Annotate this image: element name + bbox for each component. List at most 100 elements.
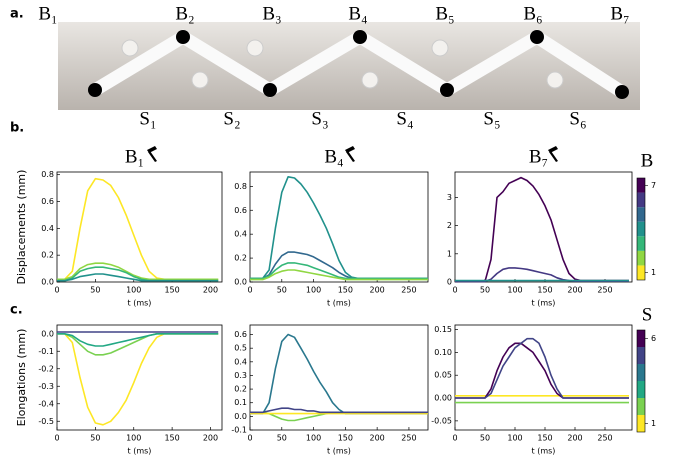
data-line: [250, 251, 428, 280]
y-tick-label: 0.8: [234, 182, 247, 191]
x-tick-label: 150: [537, 286, 552, 295]
y-tick-label: 0: [447, 278, 452, 287]
y-tick-label: 0.0: [234, 412, 247, 421]
bar-label: B₄: [348, 3, 367, 24]
x-tick-label: 50: [480, 434, 490, 443]
y-tick-label: 0.0: [234, 278, 247, 287]
data-line: [250, 407, 428, 414]
colorbar-tick-label: 1: [651, 419, 656, 428]
y-tick-label: 3: [447, 193, 452, 202]
y-tick-label: -0.2: [38, 364, 54, 373]
y-tick-label: 0.0: [41, 278, 54, 287]
plot-frame: [249, 324, 429, 431]
x-tick-label: 250: [597, 286, 612, 295]
data-line: [250, 333, 428, 415]
data-line: [455, 337, 629, 399]
x-tick-label: 200: [370, 434, 385, 443]
panel-label: b.: [10, 121, 24, 136]
y-tick-label: 0.2: [41, 251, 54, 260]
colorbar-segment: [637, 381, 645, 398]
y-tick-label: -0.05: [431, 416, 452, 425]
colorbar-frame: [636, 177, 646, 281]
x-tick-label: 0: [247, 286, 252, 295]
x-tick-label: 0: [54, 286, 59, 295]
colorbar-segment: [637, 178, 645, 193]
plot-frame: [249, 171, 429, 283]
plot-frame: [56, 171, 223, 283]
bar-label: B₅: [435, 3, 454, 24]
x-tick-label: 50: [277, 286, 287, 295]
colorbar-segment: [637, 330, 645, 347]
plot-frame: [454, 324, 633, 431]
chart-title: B₄: [324, 146, 343, 167]
data-line: [57, 332, 219, 347]
x-tick-label: 200: [370, 286, 385, 295]
colorbar-segment: [637, 250, 645, 266]
photo: [58, 22, 640, 110]
y-axis-label: Elongations (mm): [15, 329, 28, 427]
data-line: [57, 262, 219, 281]
x-tick-label: 50: [480, 286, 490, 295]
hammers: [147, 146, 558, 162]
y-tick-label: 0.5: [234, 344, 247, 353]
x-axis-label: t (ms): [327, 447, 351, 456]
x-tick-label: 150: [338, 434, 353, 443]
x-tick-label: 100: [507, 434, 522, 443]
y-tick-label: 0.15: [434, 325, 452, 334]
y-tick-label: 0.4: [234, 357, 247, 366]
spring-label: S₄: [396, 108, 413, 129]
bar-label: B₃: [262, 3, 281, 24]
bar-label: B₁: [38, 3, 57, 24]
data-line: [250, 269, 428, 281]
x-tick-label: 250: [401, 286, 416, 295]
x-tick-label: 250: [401, 434, 416, 443]
colorbar-segment: [637, 347, 645, 364]
y-tick-label: 0.6: [234, 206, 247, 215]
y-axis-label: Displacements (mm): [15, 170, 28, 285]
x-tick-label: 100: [126, 286, 141, 295]
y-tick-label: 0.4: [234, 230, 247, 239]
y-tick-label: 0.3: [234, 371, 247, 380]
plot-frame: [56, 324, 223, 431]
x-tick-label: 150: [537, 434, 552, 443]
y-tick-label: 2: [447, 221, 452, 230]
panel-label: c.: [10, 303, 23, 318]
spring-label: S₂: [223, 108, 240, 129]
colorbar-segment: [637, 265, 645, 280]
data-line: [250, 262, 428, 280]
colorbar-tick-label: 1: [651, 268, 656, 277]
x-tick-label: 50: [90, 434, 100, 443]
y-tick-label: 0.2: [234, 385, 247, 394]
y-tick-label: 1: [447, 249, 452, 258]
y-tick-label: 0.6: [41, 197, 54, 206]
colorbar-segment: [637, 236, 645, 251]
y-tick-label: 0.4: [41, 224, 54, 233]
spring-label: S₃: [311, 108, 328, 129]
data-line: [455, 176, 629, 283]
y-tick-label: 0.2: [234, 254, 247, 263]
x-tick-label: 200: [567, 286, 582, 295]
y-tick-label: 0.0: [41, 329, 54, 338]
x-tick-label: 200: [203, 434, 218, 443]
x-tick-label: 0: [452, 434, 457, 443]
y-tick-label: -0.1: [38, 347, 54, 356]
colorbar-title: S: [642, 304, 653, 325]
y-tick-label: -0.5: [38, 417, 54, 426]
plot-frame: [454, 171, 633, 283]
y-tick-label: -0.4: [38, 399, 54, 408]
spring-label: S₆: [569, 108, 586, 129]
y-tick-label: -0.1: [231, 426, 247, 435]
bar-label: B₇: [610, 3, 629, 24]
panel-label: a.: [10, 7, 24, 22]
chart-title: B₁: [125, 146, 144, 167]
x-axis-label: t (ms): [128, 299, 152, 308]
colorbar-segment: [637, 415, 645, 432]
data-line: [57, 177, 219, 281]
x-tick-label: 200: [567, 434, 582, 443]
y-tick-label: 0.8: [41, 170, 54, 179]
colorbar-tick-label: 6: [651, 334, 656, 343]
bar-label: B₆: [523, 3, 542, 24]
chart-title: B₇: [529, 146, 548, 167]
colorbar-segment: [637, 192, 645, 208]
